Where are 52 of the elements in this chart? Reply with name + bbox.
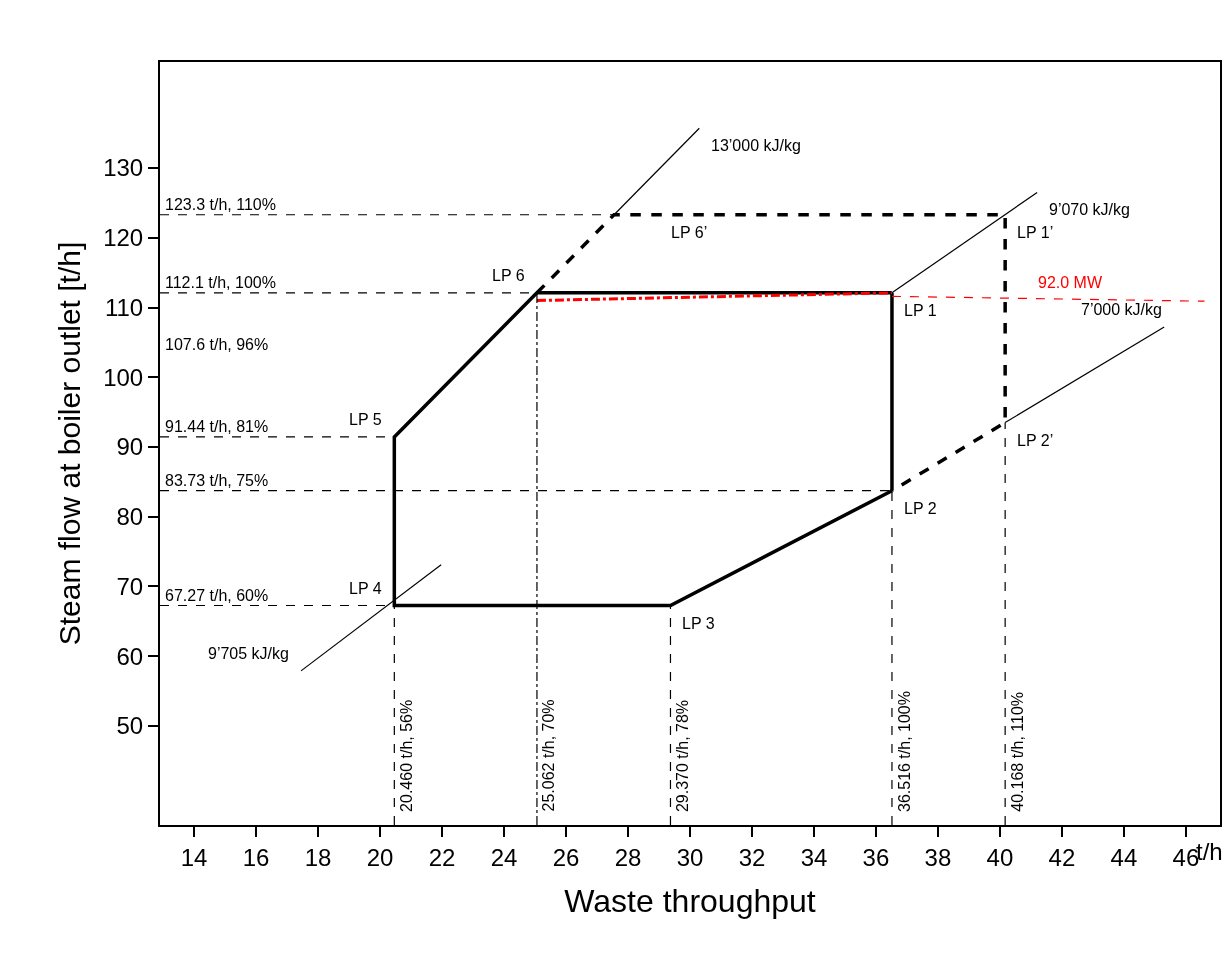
x-tick-label: 36	[862, 843, 890, 871]
annotation: 36.516 t/h, 100%	[895, 691, 913, 813]
annotation: 13’000 kJ/kg	[711, 137, 801, 154]
annotation: 91.44 t/h, 81%	[165, 418, 269, 435]
annotation: 25.062 t/h, 70%	[540, 699, 558, 812]
annotation: 7’000 kJ/kg	[1081, 301, 1162, 318]
x-tick-label: 26	[552, 843, 580, 871]
annotation: LP 3	[682, 615, 715, 632]
x-axis-title: Waste throughput	[564, 883, 816, 920]
x-tick-label: 24	[490, 843, 518, 871]
y-tick-label: 100	[103, 363, 144, 391]
y-tick-label: 110	[104, 293, 144, 321]
annotation: 107.6 t/h, 96%	[165, 336, 269, 353]
annotation: 67.27 t/h, 60%	[165, 587, 269, 604]
x-tick-label: 34	[800, 843, 828, 871]
annotation: LP 2’	[1017, 432, 1054, 449]
y-tick-label: 80	[116, 503, 144, 531]
y-tick-label: 70	[116, 572, 144, 600]
annotation: LP 6	[492, 267, 525, 284]
annotation: 83.73 t/h, 75%	[165, 472, 269, 489]
y-tick-label: 130	[103, 154, 144, 182]
annotation: LP 4	[349, 580, 382, 597]
annotation: 112.1 t/h, 100%	[165, 274, 276, 291]
annotation: 40.168 t/h, 110%	[1008, 691, 1026, 812]
annotation: LP 1	[904, 302, 937, 319]
annotation: LP 6’	[671, 224, 708, 241]
y-tick-label: 90	[116, 433, 144, 461]
x-tick-label: 20	[366, 843, 394, 871]
y-tick-label: 120	[103, 224, 144, 252]
annotation: 92.0 MW	[1038, 274, 1103, 291]
x-tick-label: 28	[614, 843, 642, 871]
x-tick-label: 14	[180, 843, 208, 871]
annotation: 20.460 t/h, 56%	[397, 699, 415, 812]
x-tick-label: 18	[304, 843, 332, 871]
x-tick-label: 42	[1048, 843, 1076, 871]
y-tick-label: 60	[116, 642, 144, 670]
x-tick-label: 44	[1110, 843, 1138, 871]
x-tick-label: 32	[738, 843, 766, 871]
x-tick-label: 38	[924, 843, 952, 871]
x-tick-label: 30	[676, 843, 704, 871]
y-tick-label: 50	[116, 712, 144, 740]
annotation: LP 1’	[1017, 224, 1054, 241]
x-tick-label: 40	[986, 843, 1014, 871]
annotation: 29.370 t/h, 78%	[673, 699, 691, 813]
annotation: LP 5	[349, 411, 382, 428]
annotation: 9’070 kJ/kg	[1049, 201, 1130, 218]
annotation: 123.3 t/h, 110%	[165, 196, 276, 213]
annotation: 9’705 kJ/kg	[208, 645, 289, 662]
annotation: LP 2	[904, 500, 937, 517]
x-tick-label: 22	[428, 843, 456, 871]
x-tick-label: 16	[242, 843, 270, 871]
y-axis-title: Steam flow at boiler outlet [t/h]	[52, 241, 86, 646]
